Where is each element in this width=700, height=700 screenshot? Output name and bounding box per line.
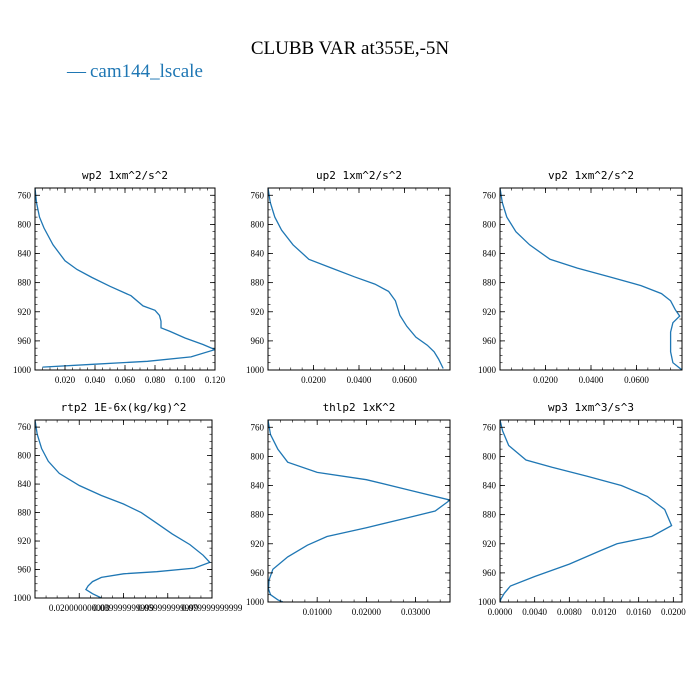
x-tick-label: 0.0400 — [579, 375, 604, 385]
x-tick-label: 0.100 — [175, 375, 196, 385]
subplot-title: rtp2 1E-6x(kg/kg)^2 — [61, 401, 187, 414]
subplot-title: up2 1xm^2/s^2 — [316, 169, 402, 182]
x-tick-label: 0.0200 — [661, 607, 686, 617]
x-tick-label: 0.020 — [55, 375, 76, 385]
legend-label: cam144_lscale — [90, 61, 203, 82]
subplot-title: wp3 1xm^3/s^3 — [548, 401, 634, 414]
y-tick-label: 800 — [483, 219, 497, 229]
x-tick-label: 0.0600 — [624, 375, 649, 385]
x-tick-label: 0.040 — [85, 375, 106, 385]
subplot-6: wp3 1xm^3/s^3 0.0000 0.0040 0.0080 0.0120 0.0… — [478, 401, 686, 617]
y-tick-label: 1000 — [246, 597, 265, 607]
x-tick-label: 0.01000 — [303, 607, 333, 617]
x-tick-label: 0.0400 — [347, 375, 372, 385]
x-tick-label: 0.079999999999 — [182, 603, 243, 613]
y-tick-label: 840 — [483, 481, 497, 491]
x-tick-label: 0.0120 — [592, 607, 617, 617]
y-tick-label: 840 — [18, 479, 32, 489]
y-tick-label: 840 — [483, 249, 497, 259]
subplot-4: rtp2 1E-6x(kg/kg)^2 0.0200000000000.03999… — [13, 401, 243, 613]
plot-frame — [267, 419, 451, 603]
y-tick-label: 1000 — [478, 597, 497, 607]
y-tick-label: 880 — [18, 278, 32, 288]
y-tick-label: 1000 — [478, 365, 497, 375]
series-line-1 — [268, 420, 450, 602]
plot-frame — [499, 419, 683, 603]
subplot-title: vp2 1xm^2/s^2 — [548, 169, 634, 182]
y-tick-label: 1000 — [13, 365, 32, 375]
subplot-3: vp2 1xm^2/s^2 0.0200 0.0400 0.0600 760 800 840… — [478, 169, 683, 385]
y-tick-label: 840 — [251, 481, 265, 491]
y-tick-label: 880 — [18, 508, 32, 518]
y-tick-label: 880 — [251, 278, 265, 288]
series-line-1 — [35, 420, 211, 598]
series-line-1 — [500, 420, 673, 602]
legend: — cam144_lscale — [66, 61, 203, 82]
subplot-5: thlp2 1xK^2 0.01000 0.02000 0.03000 760 800 84… — [246, 401, 451, 617]
subplot-2: up2 1xm^2/s^2 0.0200 0.0400 0.0600 760 800 840… — [246, 169, 451, 385]
y-tick-label: 760 — [251, 190, 265, 200]
y-tick-label: 920 — [18, 536, 32, 546]
x-tick-label: 0.0160 — [626, 607, 651, 617]
y-tick-label: 760 — [251, 422, 265, 432]
plot-frame — [34, 187, 216, 371]
x-tick-label: 0.0600 — [392, 375, 417, 385]
legend-line-marker: — — [66, 61, 87, 82]
x-tick-label: 0.02000 — [352, 607, 382, 617]
y-tick-label: 1000 — [13, 593, 32, 603]
y-tick-label: 760 — [18, 422, 32, 432]
y-tick-label: 840 — [251, 249, 265, 259]
plot-frame — [34, 419, 213, 599]
x-tick-label: 0.039999999999 — [93, 603, 154, 613]
series-line-1 — [500, 188, 682, 370]
x-tick-label: 0.059999999999 — [137, 603, 198, 613]
y-tick-label: 760 — [18, 190, 32, 200]
y-tick-label: 960 — [251, 568, 265, 578]
y-tick-label: 800 — [251, 219, 265, 229]
y-tick-label: 800 — [18, 219, 32, 229]
x-tick-label: 0.020000000000 — [49, 603, 110, 613]
subplot-title: thlp2 1xK^2 — [323, 401, 396, 414]
subplot-title: wp2 1xm^2/s^2 — [82, 169, 168, 182]
y-tick-label: 800 — [18, 451, 32, 461]
x-tick-label: 0.0000 — [488, 607, 513, 617]
plot-frame — [499, 187, 683, 371]
y-tick-label: 880 — [483, 510, 497, 520]
x-tick-label: 0.120 — [205, 375, 226, 385]
y-tick-label: 960 — [18, 565, 32, 575]
y-tick-label: 840 — [18, 249, 32, 259]
y-tick-label: 960 — [483, 568, 497, 578]
x-tick-label: 0.0200 — [533, 375, 558, 385]
y-tick-label: 920 — [18, 307, 32, 317]
figure-title: CLUBB VAR at355E,-5N — [251, 38, 450, 59]
y-tick-label: 880 — [483, 278, 497, 288]
y-tick-label: 760 — [483, 190, 497, 200]
x-tick-label: 0.060 — [115, 375, 136, 385]
y-tick-label: 960 — [251, 336, 265, 346]
x-tick-label: 0.03000 — [401, 607, 431, 617]
y-tick-label: 920 — [251, 539, 265, 549]
x-tick-label: 0.0080 — [557, 607, 582, 617]
y-tick-label: 800 — [251, 451, 265, 461]
series-line-1 — [35, 188, 215, 368]
y-tick-label: 920 — [483, 539, 497, 549]
series-line-1 — [268, 188, 444, 369]
x-tick-label: 0.0040 — [522, 607, 547, 617]
y-tick-label: 800 — [483, 451, 497, 461]
y-tick-label: 880 — [251, 510, 265, 520]
subplot-1: wp2 1xm^2/s^2 0.020 0.040 0.060 0.080 0.100 0.… — [13, 169, 226, 385]
x-tick-label: 0.080 — [145, 375, 166, 385]
x-tick-label: 0.0200 — [301, 375, 326, 385]
subplots-grid: wp2 1xm^2/s^2 0.020 0.040 0.060 0.080 0.100 0.… — [13, 169, 686, 617]
y-tick-label: 960 — [18, 336, 32, 346]
y-tick-label: 920 — [483, 307, 497, 317]
y-tick-label: 760 — [483, 422, 497, 432]
y-tick-label: 1000 — [246, 365, 265, 375]
y-tick-label: 960 — [483, 336, 497, 346]
y-tick-label: 920 — [251, 307, 265, 317]
